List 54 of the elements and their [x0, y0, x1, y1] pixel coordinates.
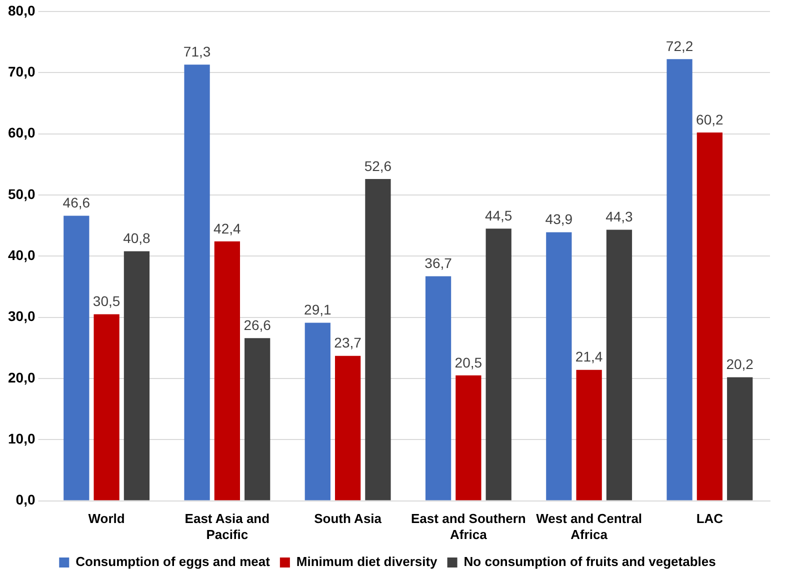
data-label: 20,2: [726, 356, 754, 372]
bar: [666, 59, 692, 500]
bar: [124, 251, 150, 500]
bar: [94, 314, 120, 500]
legend-label: No consumption of fruits and vegetables: [464, 554, 716, 570]
x-tick-label: World: [88, 511, 125, 526]
data-label: 40,8: [123, 230, 151, 246]
y-tick-label: 20,0: [8, 369, 36, 386]
legend-label: Minimum diet diversity: [296, 554, 438, 570]
y-tick-label: 70,0: [8, 63, 36, 80]
data-label: 71,3: [183, 43, 211, 60]
bar: [184, 64, 210, 500]
x-tick-label: West and Central Africa: [536, 511, 642, 542]
bar: [64, 216, 90, 500]
y-tick-label: 30,0: [8, 308, 36, 324]
data-label: 46,6: [62, 194, 90, 211]
bar: [244, 338, 270, 500]
y-tick-label: 0,0: [16, 492, 36, 508]
bar: [425, 276, 452, 500]
bar: [334, 356, 361, 500]
y-tick-label: 50,0: [8, 186, 36, 202]
bar: [546, 232, 572, 500]
data-label: 20,5: [454, 354, 482, 370]
x-tick-label: LAC: [696, 511, 724, 526]
data-label: 52,6: [364, 158, 392, 174]
x-tick-label: East and Southern Africa: [411, 511, 526, 542]
bar: [456, 375, 482, 500]
bar: [727, 377, 753, 500]
data-label: 29,1: [304, 302, 332, 318]
bar: [304, 322, 330, 500]
bar: [576, 370, 602, 500]
bar: [486, 228, 512, 500]
y-tick-label: 80,0: [8, 2, 36, 18]
data-label: 60,2: [696, 111, 724, 128]
data-label: 43,9: [545, 211, 573, 228]
data-label: 23,7: [334, 334, 362, 351]
data-label: 72,2: [666, 38, 694, 54]
y-tick-label: 60,0: [8, 124, 36, 141]
y-tick-label: 10,0: [8, 430, 36, 446]
y-tick-label: 40,0: [8, 246, 36, 263]
bar: [365, 179, 391, 500]
data-label: 36,7: [424, 255, 452, 272]
bar: [214, 241, 240, 500]
x-tick-label: South Asia: [314, 511, 382, 526]
legend-label: Consumption of eggs and meat: [76, 554, 271, 570]
x-tick-label: East Asia and Pacific: [184, 511, 270, 542]
data-label: 30,5: [92, 293, 120, 310]
data-label: 44,3: [606, 208, 634, 225]
data-label: 26,6: [244, 316, 272, 333]
bar: [606, 230, 632, 500]
bar: [696, 132, 723, 500]
data-label: 44,5: [484, 207, 512, 224]
data-label: 21,4: [575, 348, 603, 365]
data-label: 42,4: [214, 220, 242, 236]
